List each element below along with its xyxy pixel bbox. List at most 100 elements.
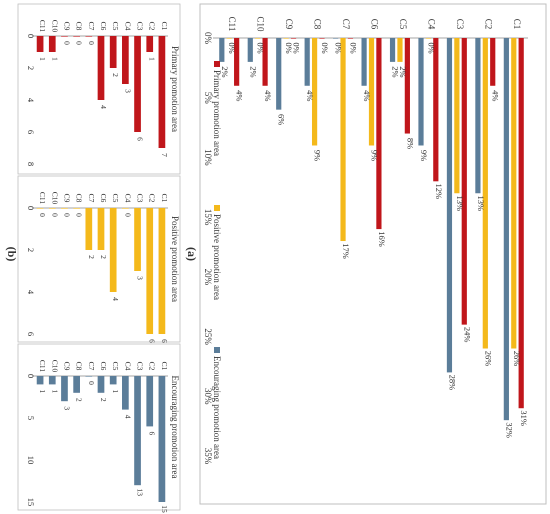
data-label-b: 2: [99, 398, 108, 402]
axis-b-category-label: C2: [148, 194, 157, 203]
bar-a-primary: [376, 38, 382, 230]
axis-b-category-label: C5: [111, 362, 120, 371]
bar-a-primary: [234, 38, 240, 86]
axis-a-category-label: C9: [284, 19, 294, 30]
axis-b-category-label: C1: [160, 194, 169, 203]
bar-b-primary: [85, 36, 93, 37]
axis-b-category-label: C8: [75, 22, 84, 31]
axis-a-category-label: C4: [426, 19, 436, 30]
panel-b-label: (b): [5, 247, 19, 262]
bar-b-primary: [73, 36, 80, 37]
data-label-a: 26%: [483, 351, 493, 367]
data-label-a: 6%: [277, 114, 287, 125]
bar-b-primary: [109, 36, 117, 68]
data-label-a: 4%: [263, 90, 273, 101]
axis-b-tick-label: 2: [26, 66, 36, 70]
bar-a-encouraging: [333, 38, 339, 39]
bar-a-positive: [340, 38, 346, 242]
bar-a-encouraging: [503, 38, 509, 421]
legend-label-primary: Primary promotion area: [212, 70, 222, 156]
data-label-a: 4%: [491, 90, 501, 101]
data-label-a: 0%: [292, 42, 302, 53]
axis-a-tick-label: 35%: [203, 448, 213, 465]
chart-b-encouraging: Encouraging promotion area051015C115C26C…: [17, 343, 181, 513]
data-label-a: 13%: [455, 195, 465, 211]
bar-a-primary: [490, 38, 496, 86]
bar-a-encouraging: [418, 38, 424, 146]
axis-b-category-label: C10: [50, 192, 59, 205]
bar-b-encouraging: [36, 376, 44, 385]
axis-b-category-label: C11: [38, 192, 47, 204]
axis-b-tick-label: 2: [26, 248, 36, 252]
axis-b-category-label: C7: [87, 194, 96, 203]
data-label-a: 9%: [370, 150, 380, 161]
bar-b-positive: [146, 208, 154, 334]
axis-b-category-label: C10: [50, 360, 59, 373]
data-label-a: 0%: [256, 42, 266, 53]
axis-a-tick-label: 20%: [203, 269, 213, 286]
bar-b-encouraging: [134, 376, 141, 486]
axis-b-category-label: C2: [148, 362, 157, 371]
data-label-b: 0: [38, 213, 47, 217]
axis-a-category-label: C3: [455, 19, 465, 30]
panel-a-label: (a): [185, 247, 199, 261]
legend-swatch-primary: [214, 61, 220, 67]
data-label-a: 31%: [519, 410, 529, 426]
axis-a-category-label: C6: [370, 19, 380, 30]
bar-b-encouraging: [97, 376, 105, 393]
data-label-a: 9%: [419, 150, 429, 161]
bar-b-encouraging: [158, 376, 166, 502]
axis-b-category-label: C3: [136, 194, 145, 203]
data-label-a: 2%: [220, 66, 230, 77]
data-label-a: 2%: [391, 66, 401, 77]
chart-b-primary: Primary promotion area 0 2 4 6 8 C1 7 C2 1 C3 6 C4 3 C…: [17, 3, 181, 175]
axis-b-category-label: C7: [87, 22, 96, 31]
data-label-a: 13%: [476, 195, 486, 211]
axis-a-category-label: C5: [398, 19, 408, 30]
bar-a-primary: [433, 38, 439, 182]
axis-b-category-label: C4: [123, 362, 132, 371]
data-label-b: 0: [50, 213, 59, 217]
bar-b-positive: [85, 208, 93, 250]
bar-a-encouraging: [446, 38, 453, 373]
data-label-a: 0%: [334, 42, 344, 53]
bar-b-primary: [146, 36, 154, 52]
chart-b-title: Positive promotion area: [170, 216, 180, 302]
axis-a-category-label: C8: [313, 19, 323, 30]
data-label-a: 0%: [348, 42, 358, 53]
bar-a-positive: [255, 38, 261, 39]
axis-b-category-label: C6: [99, 194, 108, 203]
data-label-a: 2%: [248, 66, 258, 77]
axis-b-category-label: C8: [75, 194, 84, 203]
data-label-b: 1: [38, 57, 47, 61]
bar-a-encouraging: [219, 38, 225, 62]
axis-b-category-label: C6: [99, 362, 108, 371]
axis-a-tick-label: 5%: [203, 92, 213, 105]
bar-a-positive: [311, 38, 318, 146]
data-label-a: 26%: [512, 351, 522, 367]
bar-b-positive: [134, 208, 141, 271]
data-label-a: 16%: [377, 231, 387, 247]
data-label-a: 0%: [426, 42, 436, 53]
data-label-a: 9%: [313, 150, 323, 161]
axis-b-tick-label: 8: [26, 162, 36, 166]
bar-b-positive: [109, 208, 117, 292]
axis-b-tick-label: 15: [26, 498, 36, 507]
data-label-a: 0%: [284, 42, 294, 53]
data-label-b: 4: [111, 297, 120, 301]
axis-b-category-label: C4: [123, 22, 132, 31]
data-label-b: 2: [111, 73, 120, 77]
axis-b-category-label: C11: [38, 20, 47, 32]
data-label-b: 1: [50, 57, 59, 61]
data-label-b: 1: [38, 390, 47, 394]
data-label-b: 3: [123, 89, 132, 93]
data-label-a: 4%: [362, 90, 372, 101]
bar-a-encouraging: [361, 38, 367, 86]
axis-b-category-label: C9: [62, 362, 71, 371]
data-label-b: 2: [99, 255, 108, 259]
bar-a-positive: [283, 38, 289, 39]
bar-a-primary: [319, 38, 325, 39]
data-label-b: 3: [62, 406, 71, 410]
data-label-b: 0: [87, 41, 96, 45]
bar-a-encouraging: [389, 38, 396, 62]
